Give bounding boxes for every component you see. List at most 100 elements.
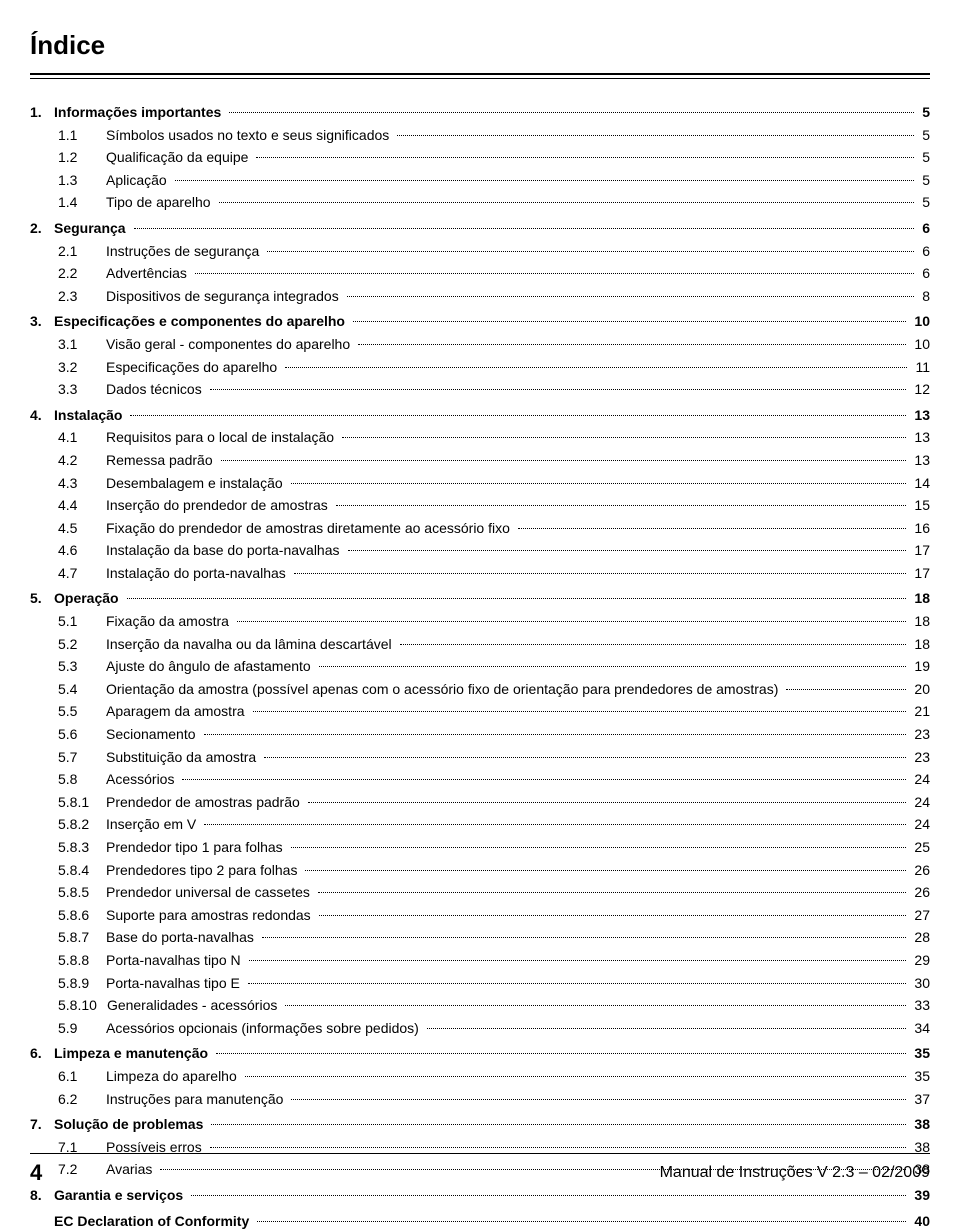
toc-text: Porta-navalhas tipo E [106,974,244,994]
toc-text: Fixação do prendedor de amostras diretam… [106,519,514,539]
toc-row: 1.4Tipo de aparelho5 [30,193,930,213]
toc-row: 5.8.10Generalidades - acessórios33 [30,996,930,1016]
toc-text: Suporte para amostras redondas [106,906,315,926]
toc-leader-dots [195,273,914,274]
toc-row: 5.8.1Prendedor de amostras padrão 24 [30,793,930,813]
toc-text: Fixação da amostra [106,612,233,632]
toc-row: 4.5Fixação do prendedor de amostras dire… [30,519,930,539]
toc-page: 6 [918,242,930,262]
toc-row: 3.1Visão geral - componentes do aparelho… [30,335,930,355]
toc-page: 21 [910,702,930,722]
toc-row: 5.9Acessórios opcionais (informações sob… [30,1019,930,1039]
toc-page: 35 [910,1067,930,1087]
toc-row: 4.4Inserção do prendedor de amostras15 [30,496,930,516]
toc-leader-dots [219,202,915,203]
toc-text: Limpeza do aparelho [106,1067,241,1087]
toc-leader-dots [204,734,907,735]
toc-number: 4.3 [58,474,106,494]
toc-number: 3.1 [58,335,106,355]
toc-page: 23 [910,748,930,768]
toc-text: Secionamento [106,725,200,745]
toc-number: 5.4 [58,680,106,700]
toc-number: 6.1 [58,1067,106,1087]
toc-number: 5.8.1 [58,793,106,813]
toc-text: Inserção em V [106,815,200,835]
toc-text: Dados técnicos [106,380,206,400]
toc-page: 18 [910,635,930,655]
toc-row: 7.Solução de problemas38 [30,1115,930,1135]
toc-row: 5.8.4Prendedores tipo 2 para folhas26 [30,861,930,881]
toc-number: 5.8.3 [58,838,106,858]
toc-page: 17 [910,564,930,584]
toc-text: EC Declaration of Conformity [54,1212,253,1231]
toc-text: Prendedor de amostras padrão [106,793,304,813]
toc-number: 5.8.8 [58,951,106,971]
toc-text: Ajuste do ângulo de afastamento [106,657,315,677]
toc-leader-dots [427,1028,907,1029]
toc-row: 1.1Símbolos usados no texto e seus signi… [30,126,930,146]
footer-rule [30,1153,930,1154]
toc-leader-dots [262,937,907,938]
toc-text: Orientação da amostra (possível apenas c… [106,680,782,700]
toc-text: Qualificação da equipe [106,148,252,168]
toc-text: Instruções de segurança [106,242,263,262]
toc-leader-dots [245,1076,907,1077]
toc-page: 24 [910,793,930,813]
toc-page: 6 [918,219,930,239]
toc-number: 2.1 [58,242,106,262]
toc-row: 4.2Remessa padrão13 [30,451,930,471]
toc-row: 2.2Advertências6 [30,264,930,284]
toc-row: 6.1Limpeza do aparelho 35 [30,1067,930,1087]
toc-number: 4.4 [58,496,106,516]
toc-leader-dots [294,573,907,574]
toc-leader-dots [191,1195,906,1196]
toc-text: Dispositivos de segurança integrados [106,287,343,307]
toc-number: 5.8.7 [58,928,106,948]
toc-page: 26 [910,883,930,903]
toc-leader-dots [130,415,906,416]
toc-row: 6.2Instruções para manutenção37 [30,1090,930,1110]
toc-leader-dots [291,483,907,484]
toc-leader-dots [182,779,906,780]
toc-number: 5.8 [58,770,106,790]
toc-text: Inserção da navalha ou da lâmina descart… [106,635,396,655]
page-title: Índice [30,30,930,61]
toc-text: Símbolos usados no texto e seus signific… [106,126,393,146]
toc-leader-dots [400,644,907,645]
toc-leader-dots [786,689,906,690]
toc-text: Acessórios opcionais (informações sobre … [106,1019,423,1039]
toc-number: 2.2 [58,264,106,284]
toc-number: 1.1 [58,126,106,146]
toc-leader-dots [248,983,907,984]
toc-text: Aparagem da amostra [106,702,249,722]
toc-number: 7. [30,1115,54,1135]
toc-number: 2.3 [58,287,106,307]
toc-leader-dots [134,228,915,229]
toc-number: 5.8.9 [58,974,106,994]
toc-number: 5.8.10 [58,996,107,1016]
toc-leader-dots [285,367,907,368]
toc-leader-dots [211,1124,906,1125]
toc-row: 5.8.5Prendedor universal de cassetes26 [30,883,930,903]
toc-text: Desembalagem e instalação [106,474,287,494]
toc-leader-dots [285,1005,906,1006]
toc-page: 40 [910,1212,930,1231]
toc-leader-dots [267,251,914,252]
toc-text: Visão geral - componentes do aparelho [106,335,354,355]
toc-leader-dots [319,666,907,667]
toc-leader-dots [318,892,907,893]
toc-number: 5. [30,589,54,609]
toc-row: 5.8.2Inserção em V24 [30,815,930,835]
toc-row: 3.Especificações e componentes do aparel… [30,312,930,332]
toc-row: 5.8.9Porta-navalhas tipo E30 [30,974,930,994]
toc-text: Substituição da amostra [106,748,260,768]
toc-row: 2.1Instruções de segurança 6 [30,242,930,262]
toc-number: 1. [30,103,54,123]
toc-page: 5 [918,193,930,213]
toc-number: 1.4 [58,193,106,213]
toc-row: 1.Informações importantes5 [30,103,930,123]
toc-page: 17 [910,541,930,561]
toc-page: 13 [910,451,930,471]
toc-page: 13 [910,428,930,448]
toc-leader-dots [204,824,906,825]
